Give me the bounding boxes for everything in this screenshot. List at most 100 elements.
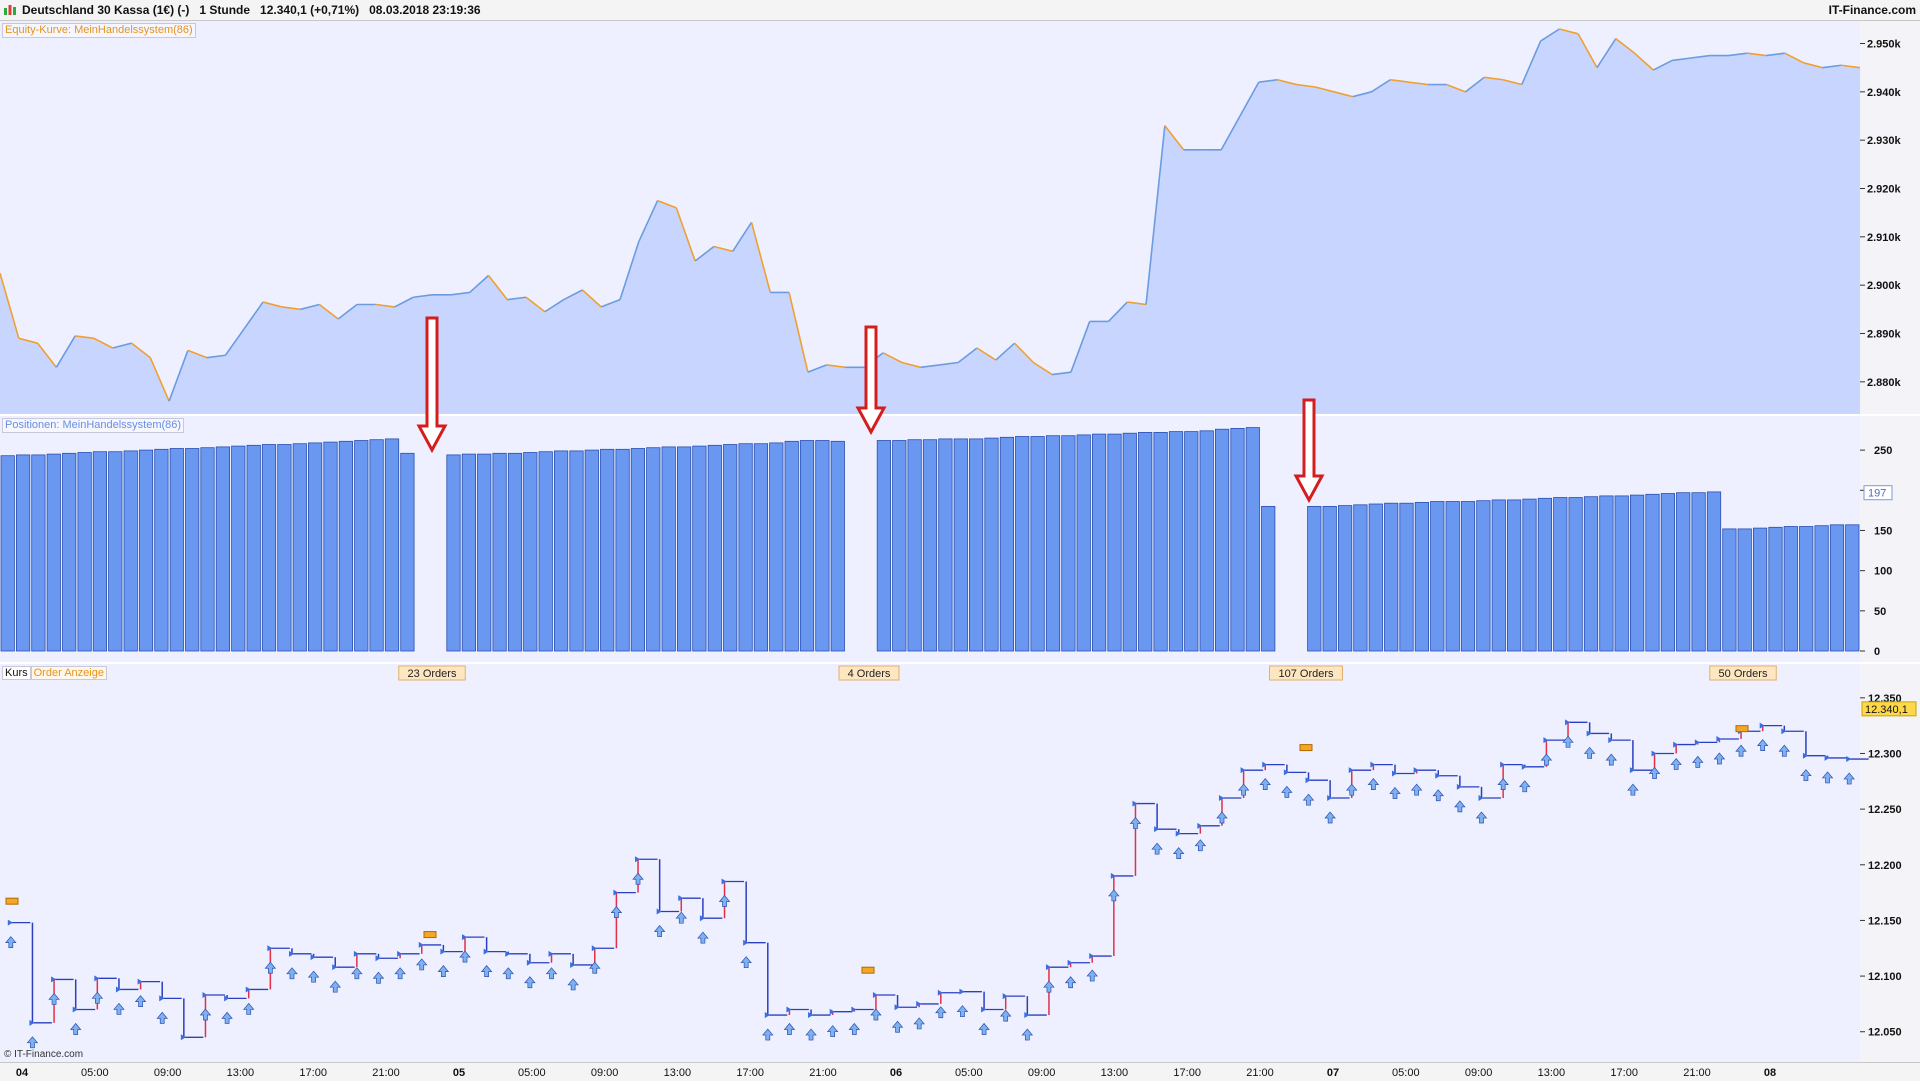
equity-area [0, 29, 1860, 414]
equity-segment [1052, 371, 1072, 376]
buy-arrow-icon [1281, 785, 1293, 798]
position-bar [1199, 430, 1214, 652]
buy-arrow-icon [891, 1020, 904, 1033]
position-bar [1691, 492, 1706, 652]
time-axis-label: 21:00 [809, 1067, 837, 1079]
order-marker [916, 1000, 922, 1007]
position-bar [1630, 494, 1645, 652]
buy-arrow-icon [1324, 811, 1336, 824]
time-axis-label: 13:00 [1101, 1067, 1129, 1079]
time-axis-label: 04 [16, 1067, 29, 1079]
order-marker [94, 975, 100, 982]
order-marker [332, 964, 338, 971]
position-bar [1568, 497, 1583, 652]
order-box [1735, 725, 1749, 733]
time-axis-label: 17:00 [1610, 1067, 1638, 1079]
position-bar [1537, 497, 1552, 652]
position-bar [707, 444, 722, 652]
price-tick-label: 12.150 [1868, 915, 1902, 927]
buy-arrow-icon [848, 1022, 861, 1035]
buy-arrow-icon [1129, 817, 1142, 829]
position-bar [615, 448, 630, 652]
price-label[interactable]: Kurs [2, 666, 31, 680]
position-bar [15, 454, 31, 652]
order-display-label[interactable]: Order Anzeige [30, 666, 107, 680]
brand-label[interactable]: IT-Finance.com [1828, 3, 1916, 17]
position-bar [830, 440, 845, 652]
time-axis-label: 07 [1327, 1067, 1339, 1079]
time-axis-labels: 04 05:00 09:00 13:00 17:00 21:00 05 05:00 09:00 1… [16, 1067, 1776, 1079]
price-tick-label: 12.300 [1868, 748, 1902, 760]
order-marker [764, 1012, 770, 1019]
buy-arrow-icon [113, 1002, 125, 1015]
buy-arrow-icon [999, 1009, 1012, 1022]
position-bar [999, 436, 1015, 652]
buy-arrow-icon [1627, 783, 1639, 796]
order-marker [1392, 770, 1397, 777]
position-bar [0, 455, 15, 652]
position-bar [46, 453, 61, 652]
position-bar [815, 440, 830, 652]
order-marker [137, 978, 143, 985]
time-axis-label: 09:00 [591, 1067, 619, 1079]
equity-tick-label: 2.910k [1867, 232, 1902, 244]
buy-arrow-icon [913, 1017, 925, 1030]
order-marker [72, 1006, 78, 1013]
position-bar [154, 448, 169, 652]
title-bar: Deutschland 30 Kassa (1€) (-) 1 Stunde 1… [0, 0, 1920, 21]
position-bar [123, 450, 138, 652]
buy-arrow-icon [1778, 744, 1791, 757]
equity-segment [131, 342, 151, 359]
order-marker [1651, 750, 1657, 757]
buy-arrow-icon [329, 980, 341, 993]
order-marker [1824, 754, 1830, 761]
order-marker [1089, 953, 1095, 960]
equity-segment [1728, 52, 1748, 57]
time-axis-label: 17:00 [736, 1067, 764, 1079]
buy-arrow-icon [1562, 735, 1574, 748]
order-marker [1781, 728, 1787, 735]
price-tick-label: 12.250 [1868, 804, 1902, 816]
price-tick-label: 12.050 [1868, 1027, 1902, 1039]
time-axis-label: 13:00 [1538, 1067, 1566, 1079]
equity-label[interactable]: Equity-Kurve: MeinHandelssystem(86) [2, 23, 196, 38]
position-bar [507, 452, 523, 652]
order-marker [678, 895, 684, 902]
position-bar [1414, 502, 1429, 652]
position-bar [1814, 525, 1829, 652]
position-bar [77, 452, 92, 652]
buy-arrow-icon [1172, 847, 1185, 859]
buy-arrow-icon [69, 1022, 82, 1035]
buy-arrow-icon [697, 931, 709, 944]
position-bar [108, 451, 123, 652]
order-marker [1435, 772, 1441, 779]
equity-segment [1803, 62, 1823, 69]
position-bar [338, 440, 354, 652]
buy-arrow-icon [783, 1022, 796, 1035]
order-marker [851, 1006, 857, 1013]
equity-segment [1333, 91, 1353, 98]
buy-arrow-icon [1540, 753, 1553, 766]
position-bar [1676, 492, 1691, 652]
order-marker [1802, 752, 1808, 759]
equity-panel: 2.950k 2.940k 2.930k 2.920k 2.910k 2.900k 2.89… [0, 21, 1920, 414]
equity-tick-label: 2.940k [1867, 87, 1902, 99]
equity-segment [262, 301, 283, 308]
equity-segment [1220, 115, 1241, 151]
order-marker [526, 959, 532, 966]
position-bar [1184, 431, 1199, 652]
equity-segment [1032, 361, 1053, 376]
order-marker [1478, 795, 1484, 801]
buy-arrow-icon [502, 967, 515, 980]
equity-segment [1013, 342, 1034, 364]
order-marker [353, 950, 359, 957]
positions-label[interactable]: Positionen: MeinHandelssystem(86) [2, 418, 185, 433]
equity-segment [1747, 52, 1767, 57]
buy-arrow-icon [762, 1028, 774, 1041]
equity-tick-label: 2.950k [1867, 39, 1902, 51]
equity-segment [1408, 81, 1428, 86]
position-bar [1583, 496, 1599, 652]
time-axis-label: 05:00 [1392, 1067, 1420, 1079]
position-bar [922, 439, 938, 652]
position-bar [953, 438, 968, 652]
